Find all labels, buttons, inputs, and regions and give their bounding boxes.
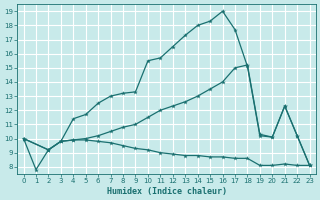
X-axis label: Humidex (Indice chaleur): Humidex (Indice chaleur) (107, 187, 227, 196)
